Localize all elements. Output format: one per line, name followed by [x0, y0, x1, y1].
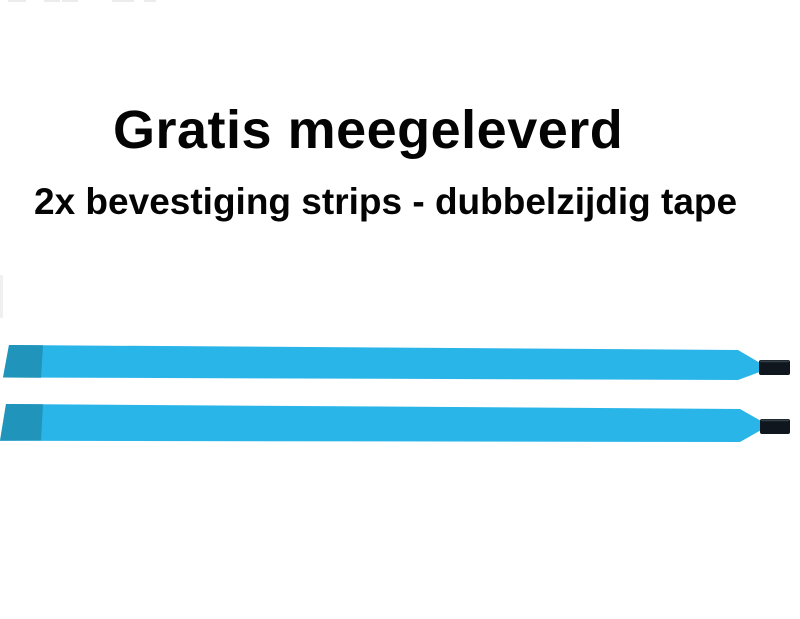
tape-strip-2-body — [0, 404, 762, 442]
tape-strip-1-black-tip — [759, 360, 790, 375]
scan-artifact — [0, 275, 3, 318]
scan-artifact — [8, 0, 26, 2]
tape-strip-1-end-tab — [3, 345, 43, 378]
tape-strip-1-body — [3, 345, 761, 380]
tape-strip-1 — [3, 345, 790, 380]
subheadline-text: 2x bevestiging strips - dubbelzijdig tap… — [34, 181, 738, 222]
scan-artifact — [112, 0, 134, 2]
scan-artifact — [44, 0, 60, 2]
scan-artifact — [62, 0, 78, 2]
tape-strip-2-black-tip-highlight — [761, 419, 789, 422]
headline-text: Gratis meegeleverd — [113, 100, 624, 160]
tape-strip-1-black-tip-highlight — [760, 360, 789, 363]
scan-artifact — [144, 0, 156, 2]
tape-strip-2-black-tip — [760, 419, 790, 434]
tape-strip-2 — [0, 404, 790, 442]
tape-strip-2-end-tab — [0, 404, 43, 441]
